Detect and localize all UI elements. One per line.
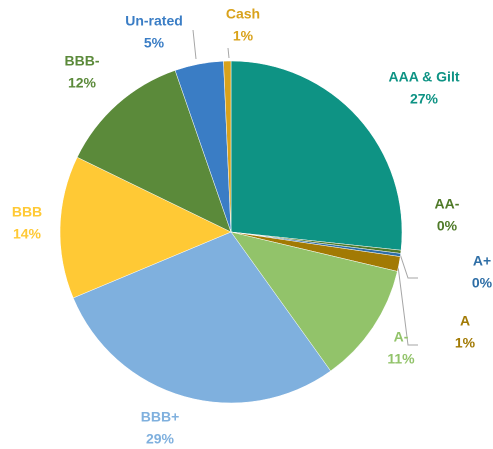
pie-slice xyxy=(72,231,331,404)
slice-label: A+ xyxy=(473,253,491,269)
slice-label: AA- xyxy=(435,196,460,212)
slice-value-label: 11% xyxy=(387,351,415,367)
pie-slice xyxy=(76,70,232,233)
slice-value-label: 0% xyxy=(437,218,458,234)
pie-slice xyxy=(230,231,398,372)
leader-line xyxy=(227,47,230,59)
slice-value-label: 1% xyxy=(455,335,476,351)
slice-value-label: 12% xyxy=(68,75,97,91)
slice-label: AAA & Gilt xyxy=(388,69,459,85)
slice-value-label: 29% xyxy=(146,431,175,447)
slice-label: A xyxy=(460,313,470,329)
slice-value-label: 1% xyxy=(233,28,254,44)
pie-slice xyxy=(230,60,403,251)
leader-line xyxy=(399,253,418,279)
slice-label: A- xyxy=(394,329,409,345)
leader-line xyxy=(397,265,418,346)
slice-value-label: 27% xyxy=(410,91,439,107)
slice-value-label: 14% xyxy=(13,226,42,242)
slice-label: BBB- xyxy=(65,53,100,69)
slice-value-label: 0% xyxy=(472,275,493,291)
slice-label: Cash xyxy=(226,6,260,22)
slice-label: BBB xyxy=(12,204,42,220)
slice-label: BBB+ xyxy=(141,409,180,425)
leader-line xyxy=(192,29,197,60)
pie-slice xyxy=(59,156,232,299)
slice-label: Un-rated xyxy=(125,13,183,29)
pie-slice xyxy=(223,60,232,233)
slice-value-label: 5% xyxy=(144,35,165,51)
